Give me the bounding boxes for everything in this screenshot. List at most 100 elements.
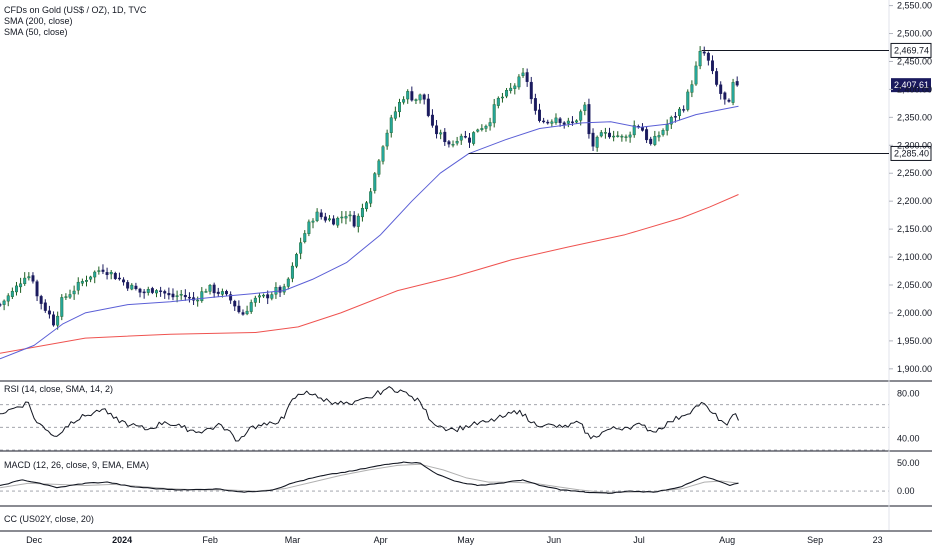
candle-up	[253, 297, 257, 303]
candle-up	[360, 208, 364, 218]
candle-up	[196, 299, 200, 302]
candle-up	[678, 108, 682, 116]
time-tick-label: Mar	[285, 535, 301, 545]
price-tick-label: 2,400.00	[897, 84, 932, 94]
candle-up	[257, 295, 261, 298]
candle-down	[443, 131, 447, 143]
candle-up	[599, 132, 603, 137]
candle-up	[295, 254, 298, 267]
candle-up	[14, 285, 18, 293]
candle-down	[640, 126, 644, 131]
candle-down	[212, 284, 216, 294]
candle-up	[369, 191, 373, 204]
candle-down	[43, 302, 47, 311]
candle-up	[554, 117, 558, 123]
candle-up	[356, 215, 360, 227]
candle-down	[233, 301, 237, 307]
candle-up	[146, 289, 150, 293]
candle-up	[327, 218, 331, 221]
price-tick-label: 2,200.00	[897, 196, 932, 206]
main-legend[interactable]: CFDs on Gold (US$ / OZ), 1D, TVC SMA (20…	[4, 5, 146, 38]
rsi-legend[interactable]: RSI (14, close, SMA, 14, 2)	[4, 384, 114, 394]
candle-up	[64, 296, 68, 298]
candle-down	[163, 291, 167, 294]
candle-up	[517, 76, 521, 88]
candle-up	[208, 285, 212, 292]
price-tick-label: 2,050.00	[897, 280, 932, 290]
price-axis[interactable]: 2,550.00 2,500.00 2,450.00 2,400.00 2,350.00…	[889, 1, 932, 496]
candle-up	[56, 315, 60, 326]
time-tick-label: Sep	[807, 535, 823, 545]
candle-up	[365, 202, 369, 210]
candle-up	[348, 214, 352, 217]
candle-up	[344, 216, 348, 219]
level-price-label: 2,285.40	[894, 148, 929, 158]
candle-down	[105, 272, 109, 276]
time-axis[interactable]: Dec 2024 Feb Mar Apr May Jun Jul Aug Sep 23	[26, 535, 883, 545]
symbol-legend[interactable]: CFDs on Gold (US$ / OZ), 1D, TVC	[4, 5, 147, 15]
candle-down	[134, 285, 138, 290]
candle-down	[702, 51, 706, 54]
candle-up	[130, 284, 134, 290]
candle-up	[492, 104, 496, 124]
candle-down	[47, 310, 51, 315]
rsi-line	[0, 386, 739, 442]
candle-down	[430, 114, 434, 126]
candle-up	[579, 111, 583, 121]
candle-down	[35, 281, 39, 297]
candle-down	[150, 288, 154, 293]
price-tick-label: 2,250.00	[897, 168, 932, 178]
candle-up	[72, 290, 76, 295]
price-tick-label: 2,150.00	[897, 224, 932, 234]
time-tick-label: Jul	[633, 535, 645, 545]
candle-up	[509, 87, 513, 91]
pane-separators	[0, 0, 932, 532]
time-tick-label: Dec	[26, 535, 43, 545]
candle-up	[393, 111, 397, 119]
candle-down	[649, 138, 653, 144]
candle-down	[463, 136, 467, 138]
candle-up	[245, 310, 249, 315]
candle-up	[109, 272, 113, 275]
candle-down	[673, 116, 677, 118]
candle-down	[570, 121, 574, 123]
candle-down	[159, 290, 163, 292]
candle-down	[591, 132, 595, 147]
candle-down	[278, 286, 282, 293]
candle-up	[204, 291, 208, 293]
sma50-line	[0, 105, 739, 360]
candle-down	[323, 216, 327, 221]
candle-down	[538, 109, 541, 121]
candle-up	[653, 135, 657, 145]
candle-up	[23, 277, 27, 285]
candle-up	[282, 286, 286, 293]
candle-down	[319, 212, 323, 218]
sma200-legend[interactable]: SMA (200, close)	[4, 16, 73, 26]
last-price-box	[891, 78, 931, 93]
candle-up	[418, 94, 422, 101]
candle-up	[249, 302, 253, 312]
candle-down	[126, 282, 130, 289]
candle-down	[422, 94, 426, 100]
candle-up	[97, 270, 101, 272]
candle-down	[525, 72, 529, 82]
indicator-lines-layer	[0, 105, 739, 494]
candle-up	[472, 132, 476, 144]
candle-down	[332, 218, 336, 225]
candle-up	[628, 134, 632, 138]
grid-layer	[0, 404, 889, 492]
cc-legend[interactable]: CC (US02Y, close, 20)	[4, 514, 94, 524]
candle-down	[587, 104, 591, 135]
candle-down	[533, 98, 537, 111]
sma50-legend[interactable]: SMA (50, close)	[4, 27, 68, 37]
candle-up	[521, 72, 525, 76]
candle-up	[480, 128, 484, 130]
candle-up	[385, 132, 389, 147]
price-tick-label: 1,950.00	[897, 336, 932, 346]
candle-up	[402, 99, 406, 103]
price-tick-label: 2,350.00	[897, 112, 932, 122]
candle-down	[229, 294, 233, 301]
candle-down	[138, 288, 142, 293]
candle-up	[669, 117, 673, 125]
macd-legend[interactable]: MACD (12, 26, close, 9, EMA, EMA)	[4, 460, 150, 470]
